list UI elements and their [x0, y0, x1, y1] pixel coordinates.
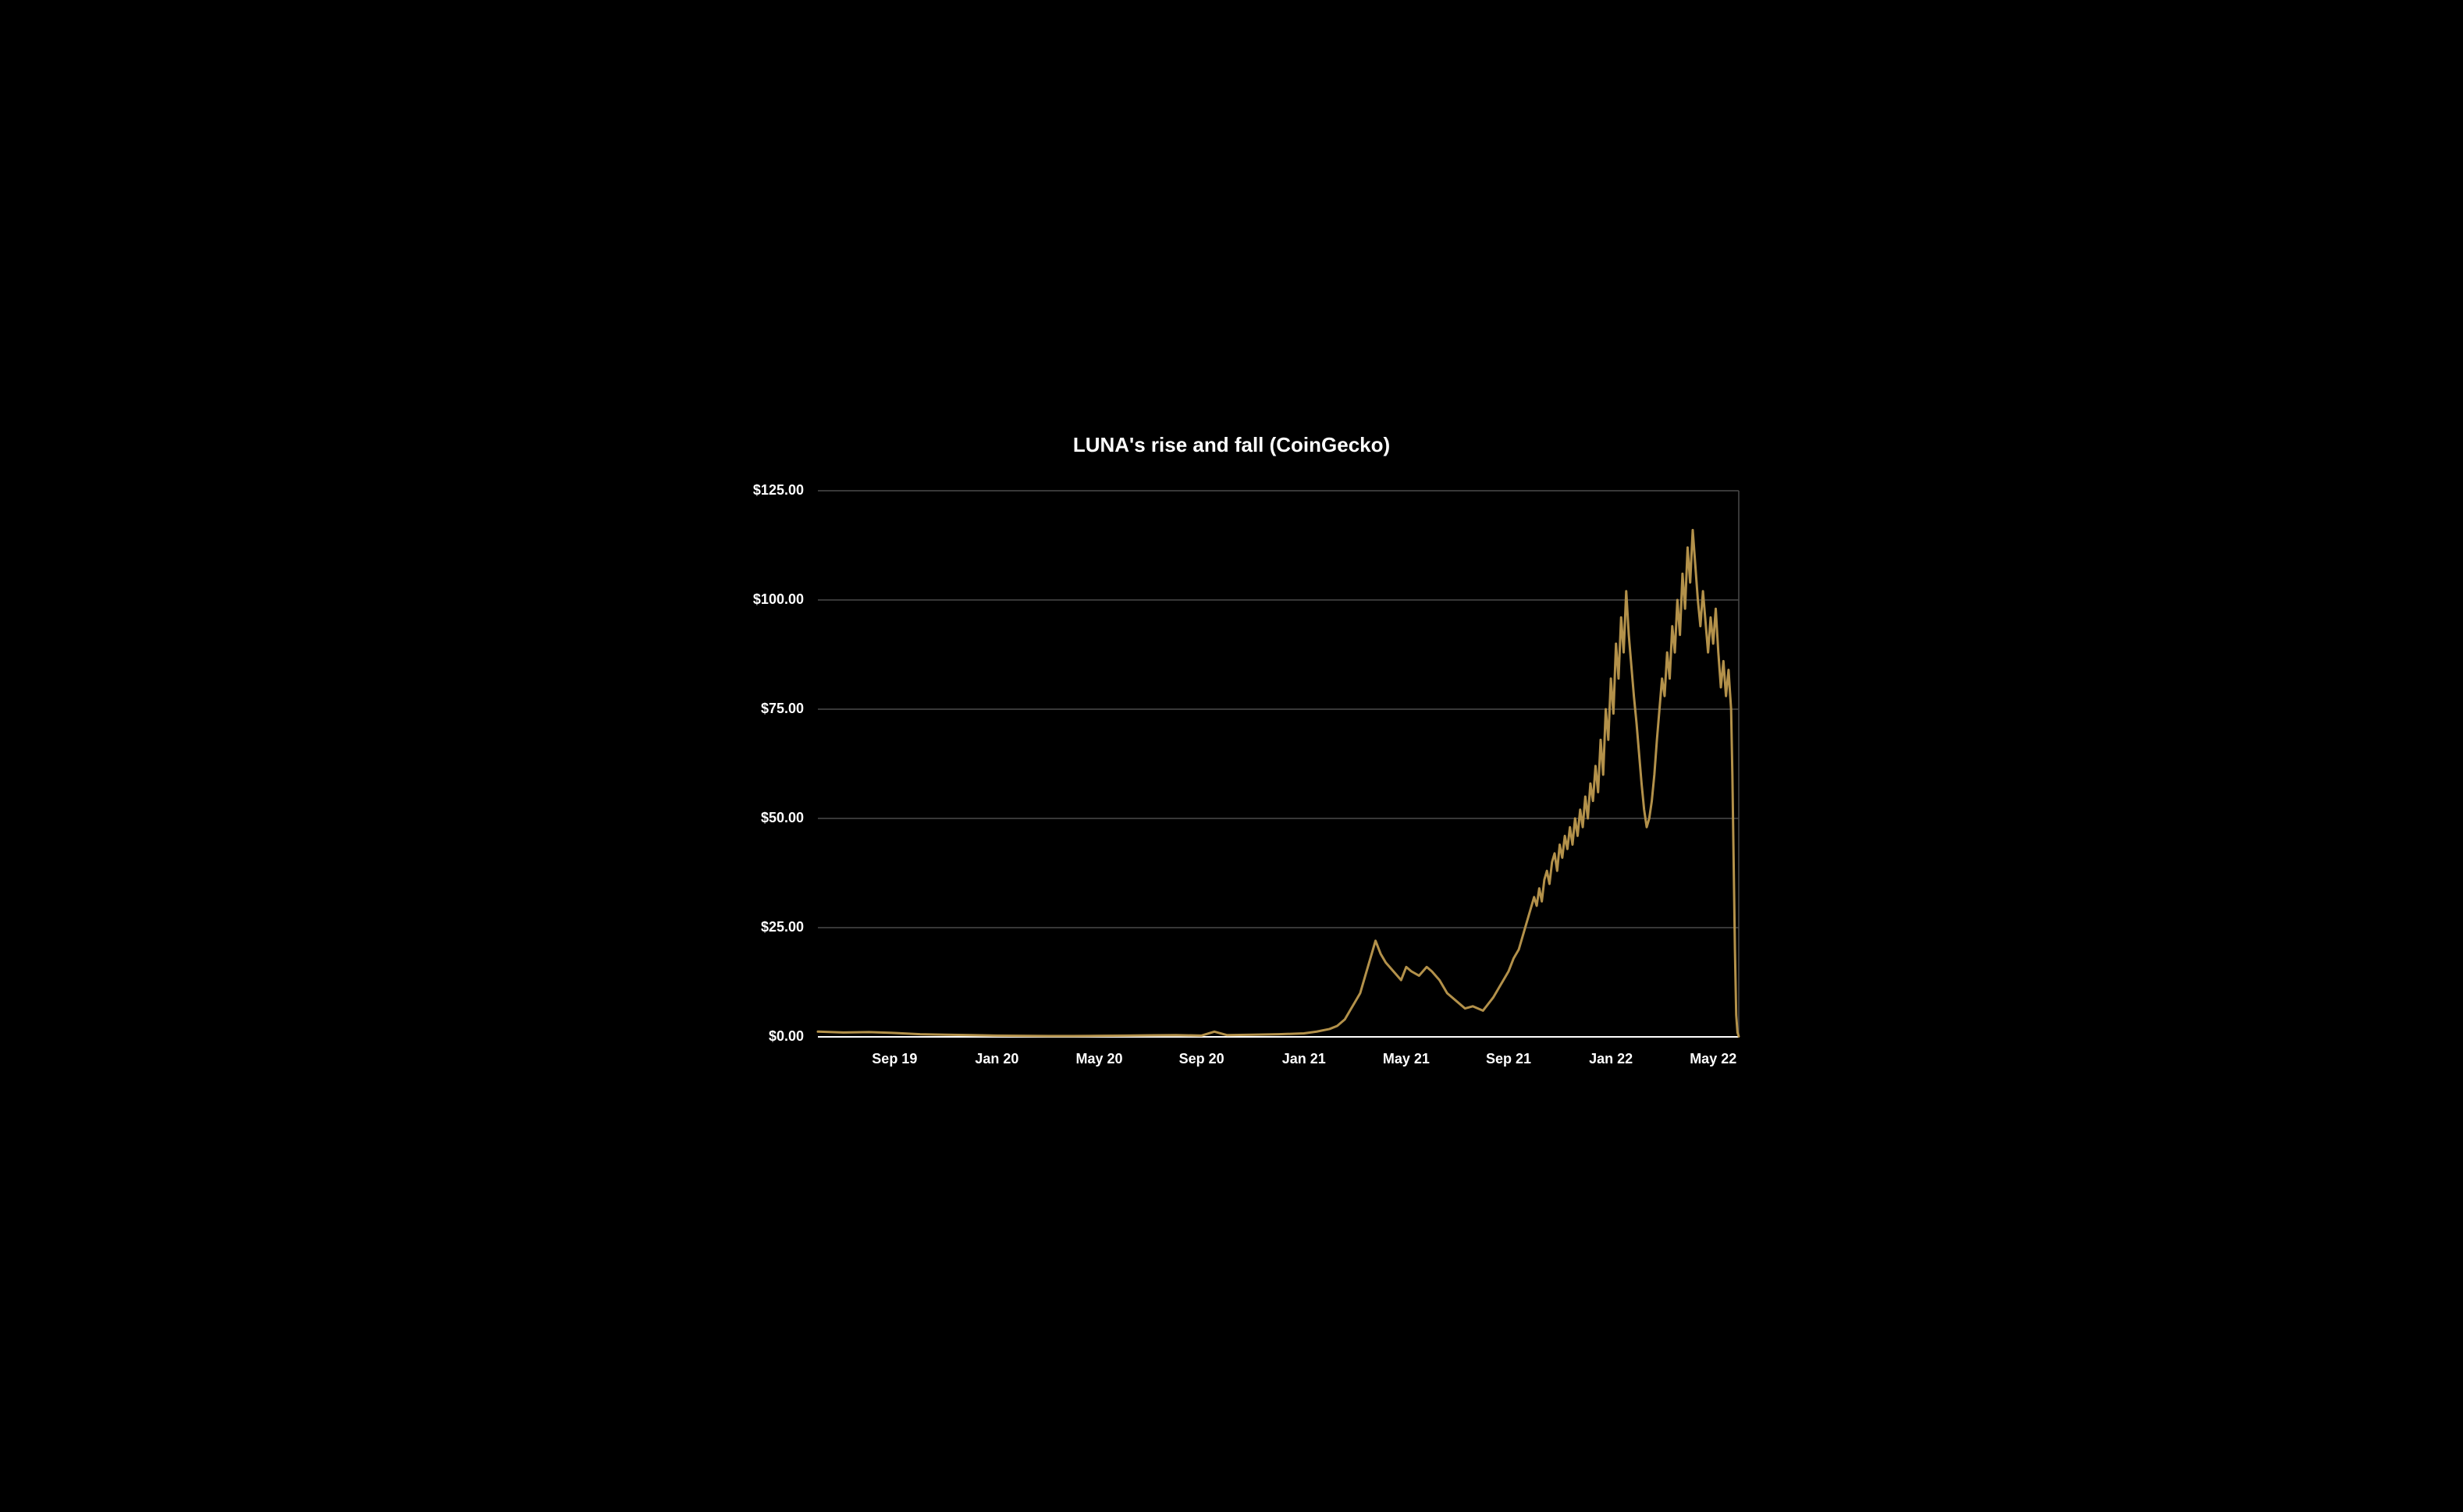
luna-price-chart: $0.00 $25.00 $50.00 $75.00 $100.00 $125.00 Sep… [685, 413, 1778, 1099]
y-axis-label: $0.00 [769, 1028, 804, 1044]
x-axis-label: Sep 19 [872, 1051, 917, 1067]
x-axis-label: Sep 20 [1179, 1051, 1224, 1067]
x-axis-label: Sep 21 [1486, 1051, 1531, 1067]
x-axis-label: May 20 [1076, 1051, 1123, 1067]
y-axis-label: $100.00 [753, 591, 804, 607]
x-axis-label: Jan 22 [1589, 1051, 1633, 1067]
x-axis-label: May 21 [1383, 1051, 1430, 1067]
chart-svg: $0.00 $25.00 $50.00 $75.00 $100.00 $125.00 Sep… [685, 413, 1778, 1099]
x-axis-label: Jan 21 [1282, 1051, 1326, 1067]
y-axis-label: $25.00 [761, 919, 804, 935]
y-axis-label: $50.00 [761, 810, 804, 825]
y-axis-label: $125.00 [753, 482, 804, 498]
chart-title: LUNA's rise and fall (CoinGecko) [1073, 433, 1390, 456]
x-axis-label: May 22 [1690, 1051, 1736, 1067]
x-axis-label: Jan 20 [975, 1051, 1018, 1067]
price-line [818, 530, 1739, 1036]
y-axis-label: $75.00 [761, 701, 804, 716]
